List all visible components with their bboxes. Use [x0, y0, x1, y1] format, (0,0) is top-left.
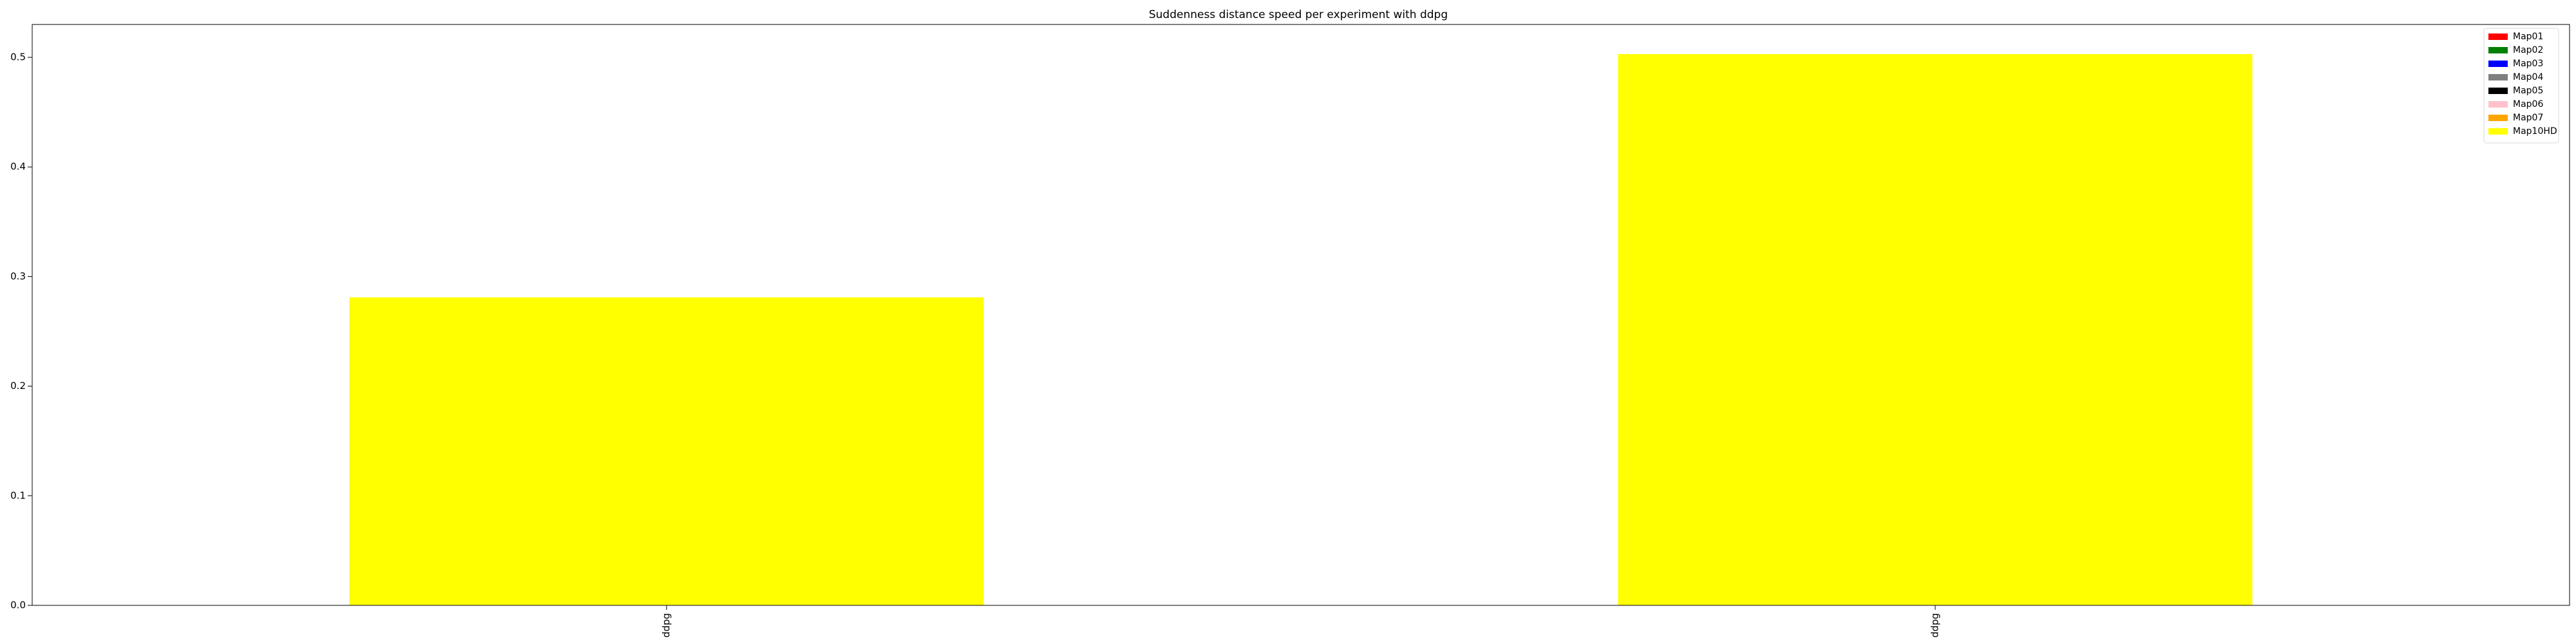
y-tick-label: 0.2: [10, 380, 26, 392]
legend-swatch: [2488, 61, 2508, 67]
x-tick-label: ddpg: [1929, 613, 1941, 638]
legend-label: Map01: [2513, 32, 2543, 42]
legend-label: Map05: [2513, 86, 2543, 96]
y-tick-label: 0.0: [10, 600, 26, 611]
plot-frame: [32, 24, 2570, 606]
legend-swatch: [2488, 128, 2508, 135]
y-tick-label: 0.4: [10, 161, 26, 173]
x-axis: ddpg ddpg: [661, 605, 1941, 638]
legend-swatch: [2488, 33, 2508, 40]
legend: Map01 Map02 Map03 Map04 Map05 Map06 Map07 Map10…: [2483, 28, 2559, 144]
legend-swatch: [2488, 47, 2508, 53]
y-tick-label: 0.3: [10, 270, 26, 282]
legend-swatch: [2488, 101, 2508, 108]
bars-group: [349, 53, 2253, 606]
x-tick-label: ddpg: [661, 613, 672, 638]
bar-2: [1618, 53, 2253, 606]
legend-label: Map04: [2513, 72, 2543, 82]
chart-title: Suddenness distance speed per experiment…: [1149, 8, 1448, 21]
y-tick-label: 0.1: [10, 489, 26, 501]
y-tick-label: 0.5: [10, 52, 26, 63]
legend-box: [2483, 28, 2559, 144]
legend-label: Map06: [2513, 99, 2543, 109]
legend-swatch: [2488, 88, 2508, 94]
legend-label: Map03: [2513, 59, 2543, 69]
legend-label: Map07: [2513, 113, 2543, 123]
bar-1: [349, 297, 984, 605]
legend-label: Map10HD: [2513, 126, 2557, 137]
legend-swatch: [2488, 115, 2508, 121]
y-axis: 0.0 0.1 0.2 0.3 0.4 0.5: [10, 52, 32, 611]
legend-swatch: [2488, 74, 2508, 80]
legend-label: Map02: [2513, 45, 2543, 55]
